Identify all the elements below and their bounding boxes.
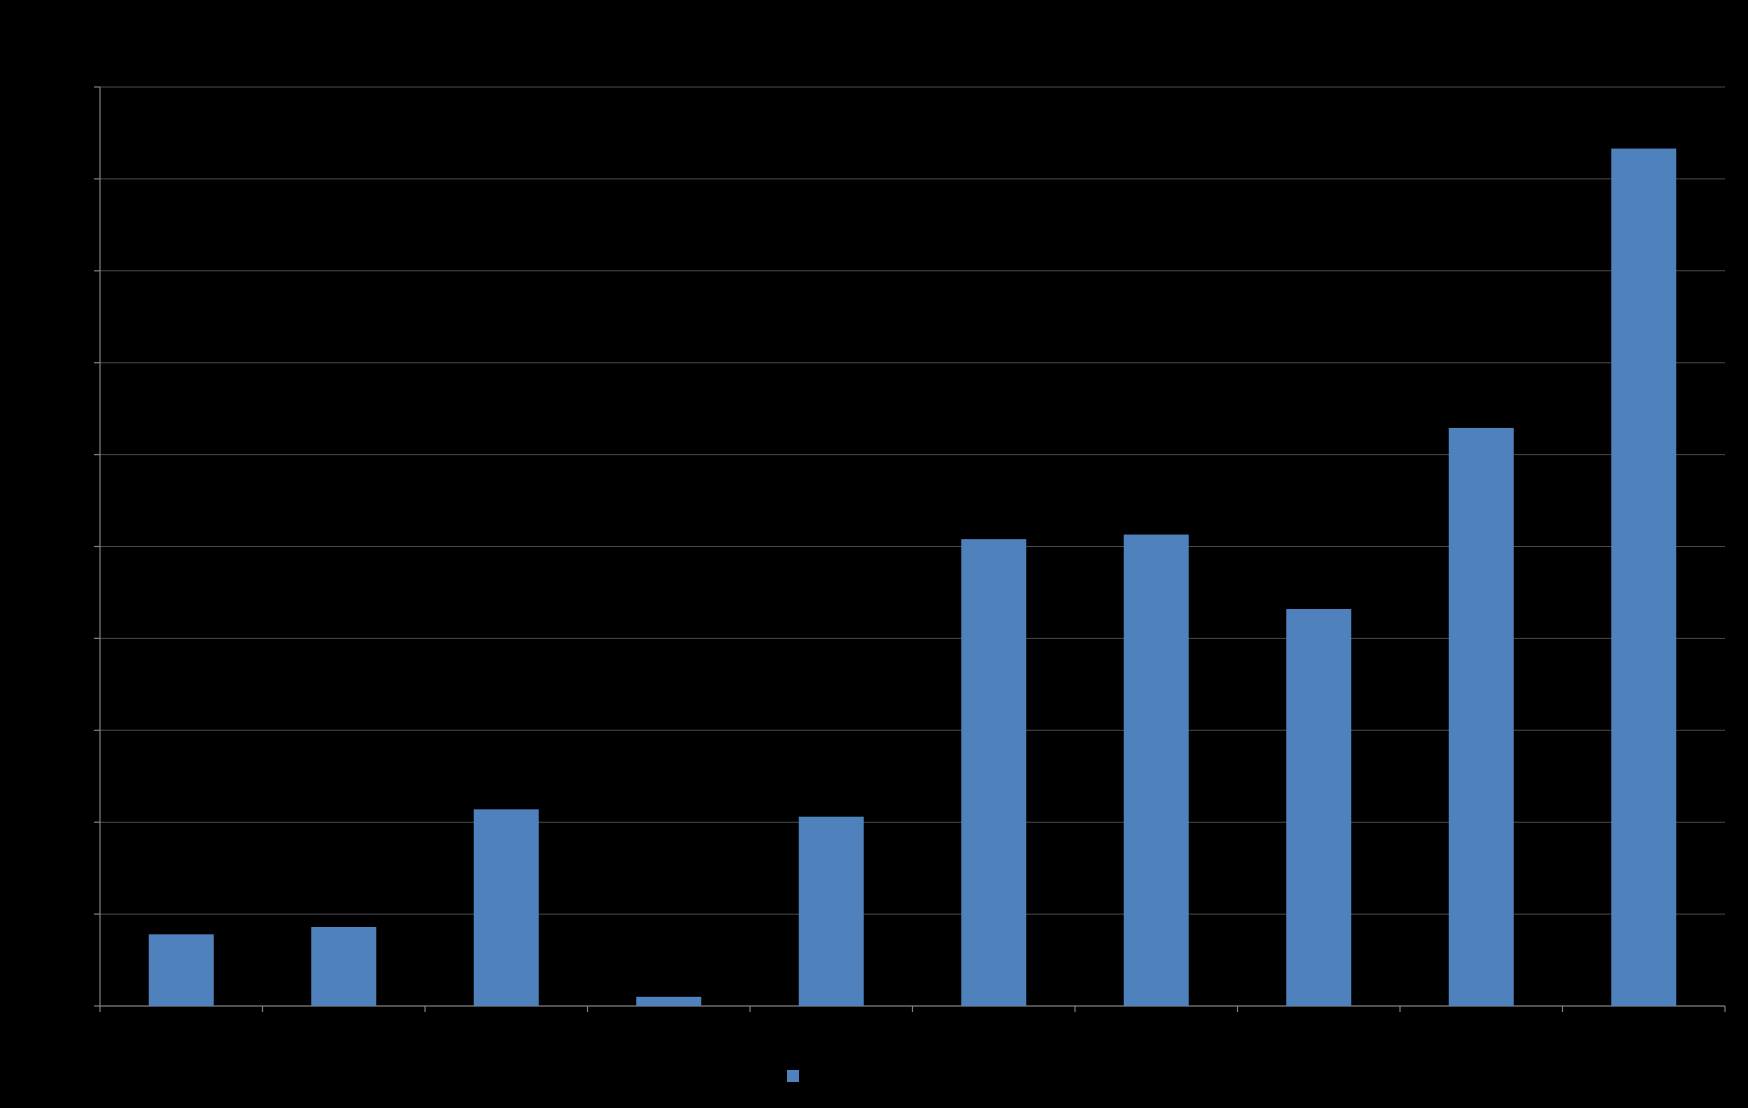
bar — [1611, 148, 1677, 1006]
bar — [798, 816, 864, 1006]
bar — [961, 539, 1027, 1006]
bar — [1123, 534, 1189, 1006]
bar — [636, 996, 702, 1006]
bar — [1448, 427, 1514, 1007]
bar — [473, 809, 539, 1006]
bar — [311, 926, 377, 1006]
bar — [1286, 608, 1352, 1006]
bar — [148, 934, 214, 1006]
legend-marker — [787, 1070, 799, 1082]
